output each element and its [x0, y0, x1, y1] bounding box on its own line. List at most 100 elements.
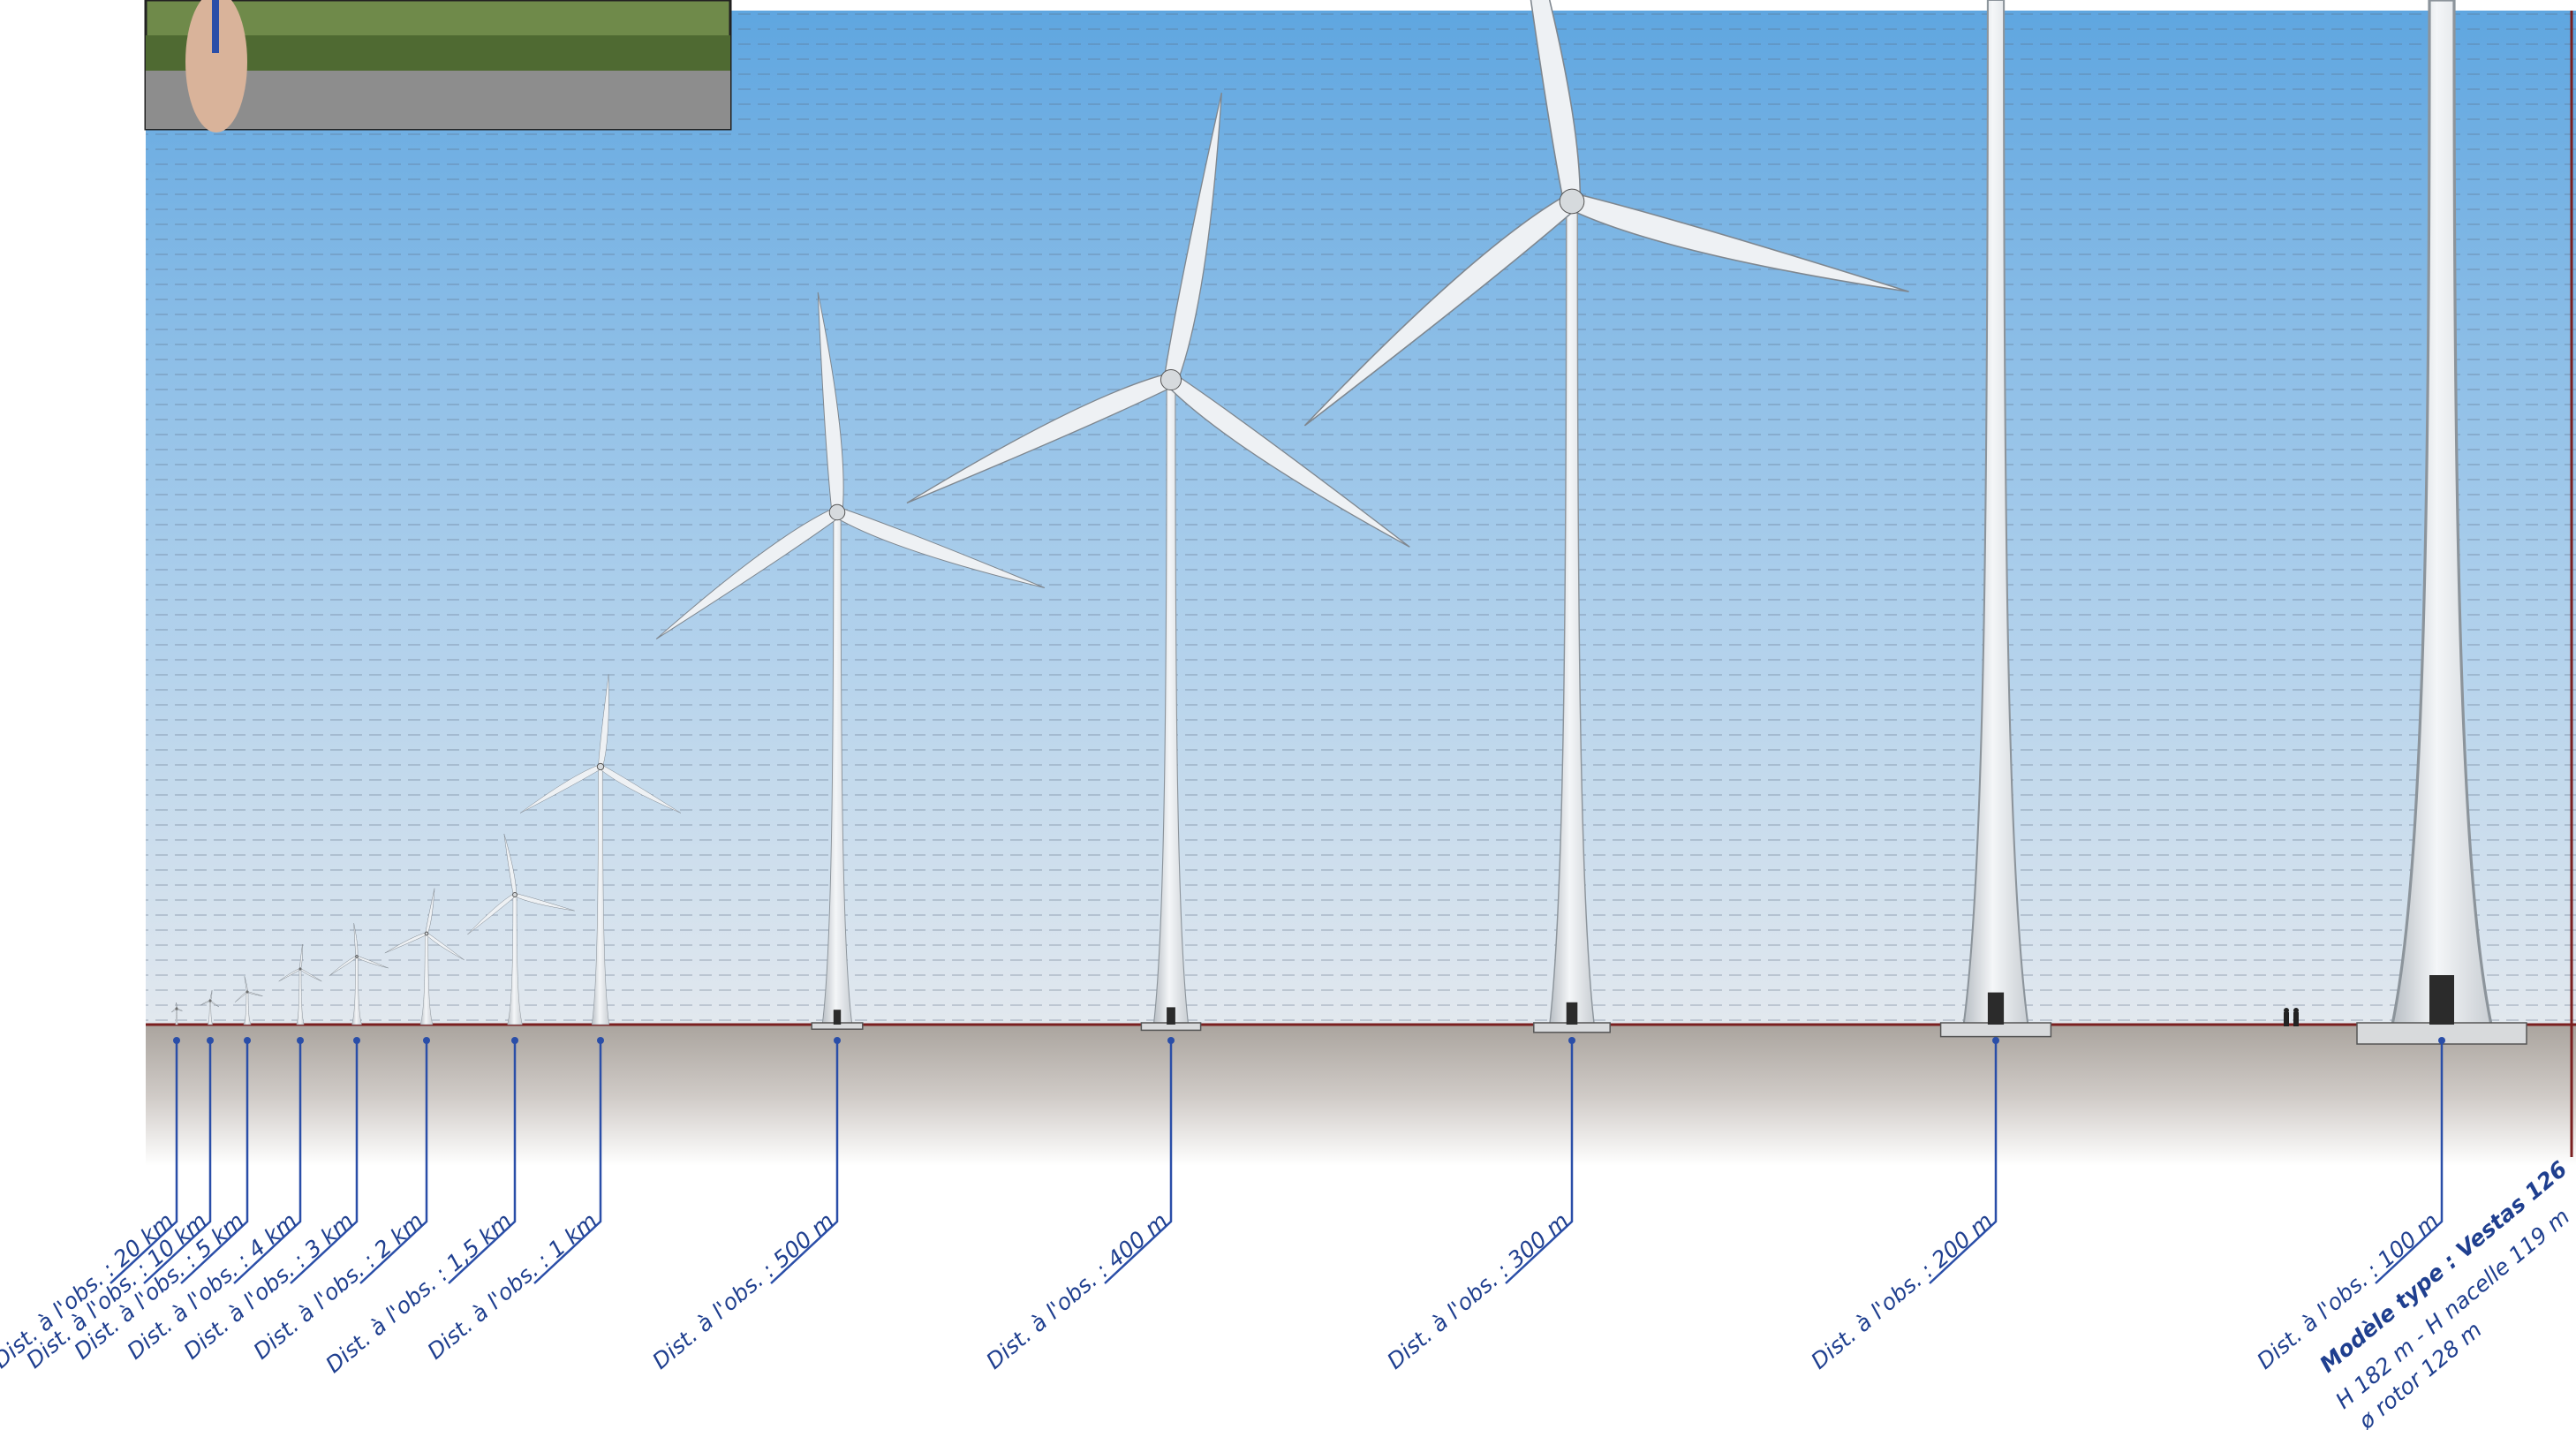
leader-dot: [597, 1037, 604, 1044]
turbine-tower: [296, 968, 305, 1025]
turbine-blade: [299, 944, 303, 970]
turbine-tower: [243, 991, 252, 1025]
turbine-11: [1303, 0, 1909, 1033]
turbine-blade: [329, 955, 358, 977]
turbine-blade: [425, 932, 465, 961]
leader-dot: [423, 1037, 430, 1044]
leader-dot: [511, 1037, 518, 1044]
distance-label: Dist. à l'obs. : 200 m: [1806, 1207, 1998, 1373]
turbine-base: [1939, 1022, 2052, 1038]
turbine-hub: [1160, 368, 1182, 391]
turbine-blade: [1166, 373, 1410, 548]
turbine-blade: [655, 507, 842, 639]
turbine-blade: [353, 923, 359, 957]
leader-dot: [1568, 1037, 1575, 1044]
turbine-blade: [598, 674, 609, 768]
leader-line: [770, 1040, 839, 1284]
turbine-hub: [208, 999, 212, 1003]
leader-line: [359, 1040, 428, 1284]
turbine-hub: [424, 931, 429, 936]
turbine-hub: [175, 1007, 178, 1010]
turbine-blade: [200, 1000, 211, 1006]
turbine-blade: [209, 990, 213, 1002]
turbine-hub: [355, 955, 359, 958]
distance-label: Dist. à l'obs. : 400 m: [981, 1207, 1173, 1373]
turbine-5: [329, 923, 389, 1025]
distance-label: Dist. à l'obs. : 300 m: [1382, 1207, 1574, 1373]
distance-label: Dist. à l'obs. : 1 km: [422, 1207, 601, 1364]
observer-figures: [2284, 1008, 2299, 1026]
leader-line: [2375, 1040, 2444, 1284]
turbine-blade: [425, 888, 435, 934]
inset-photo: [144, 0, 732, 132]
distance-label: Dist. à l'obs. : 500 m: [647, 1207, 839, 1373]
leader-dot: [173, 1037, 180, 1044]
turbine-12: [1939, 0, 2052, 1038]
turbine-hub: [596, 762, 605, 771]
turbine-tower: [351, 956, 362, 1025]
tower-door: [1987, 992, 2005, 1025]
turbine-tower: [207, 1000, 214, 1025]
turbine-4: [278, 944, 322, 1025]
turbine-blade: [599, 764, 682, 813]
turbine-blade: [514, 893, 575, 912]
tower-door: [1566, 1002, 1578, 1025]
turbine-1: [171, 1002, 183, 1025]
turbine-blade: [503, 833, 517, 896]
leader-line: [233, 1040, 302, 1284]
leader-dot: [297, 1037, 304, 1044]
leader-dot: [353, 1037, 360, 1044]
turbine-blade: [356, 955, 389, 969]
turbine-tower: [175, 1008, 178, 1025]
model-spec-dimensions: H 182 m - H nacelle 119 m: [2330, 1203, 2574, 1413]
turbine-6: [384, 888, 465, 1025]
leader-dot: [244, 1037, 251, 1044]
turbine-blade: [244, 976, 248, 993]
turbine-blade: [209, 1000, 219, 1008]
tower-door: [2429, 975, 2454, 1025]
leader-line: [1929, 1040, 1998, 1284]
turbine-hub: [1559, 188, 1585, 215]
turbine-2: [200, 990, 219, 1025]
tower-door: [1167, 1007, 1175, 1025]
turbine-blade: [246, 991, 263, 996]
leader-dot: [1992, 1037, 1999, 1044]
leader-line: [1104, 1040, 1173, 1284]
turbine-13: [2356, 0, 2527, 1045]
turbine-blade: [906, 373, 1175, 504]
leader-line: [290, 1040, 359, 1284]
leader-dot: [207, 1037, 214, 1044]
turbine-3: [235, 976, 263, 1025]
turbine-blade: [519, 764, 602, 813]
turbine-8: [519, 674, 682, 1025]
turbine-hub: [246, 990, 249, 994]
leader-line: [448, 1040, 517, 1284]
leader-line: [1505, 1040, 1574, 1284]
leader-line: [110, 1040, 178, 1284]
turbine-hub: [512, 892, 517, 897]
turbine-blade: [299, 968, 322, 982]
leader-line: [180, 1040, 249, 1284]
turbine-blade: [384, 932, 427, 954]
turbine-hub: [298, 967, 302, 971]
turbine-blade: [278, 968, 301, 982]
leader-dot: [2438, 1037, 2445, 1044]
turbine-blade: [1568, 192, 1909, 293]
ground-band: [146, 1025, 2576, 1166]
turbine-blade: [817, 291, 844, 514]
turbine-tower: [419, 933, 434, 1025]
hand-holding-pencil: [185, 0, 247, 132]
turbine-tower: [507, 894, 523, 1025]
leader-dot: [834, 1037, 841, 1044]
turbine-tower: [591, 766, 610, 1025]
turbine-blade: [835, 506, 1046, 588]
turbine-blade: [467, 893, 517, 935]
turbine-7: [467, 833, 575, 1025]
turbine-blade: [1530, 0, 1582, 204]
leader-line: [143, 1040, 212, 1284]
turbine-10: [906, 92, 1410, 1032]
turbine-9: [655, 291, 1046, 1030]
leader-line: [533, 1040, 602, 1284]
turbine-blade: [1303, 193, 1579, 427]
